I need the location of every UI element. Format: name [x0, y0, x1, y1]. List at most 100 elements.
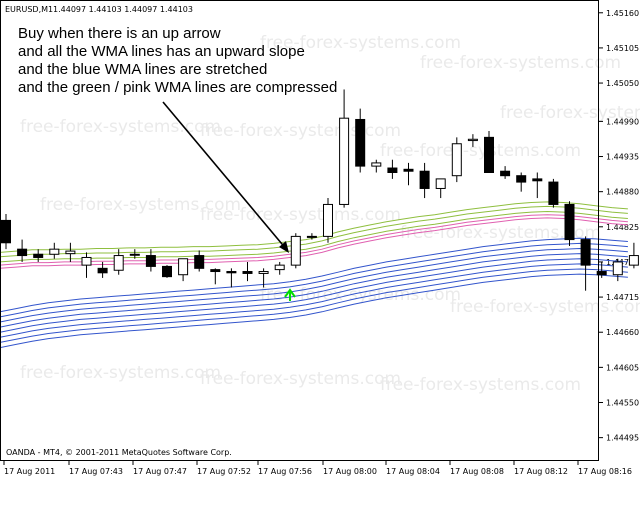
- candle: [226, 268, 237, 288]
- price-tick-label: 1.44935: [606, 153, 639, 162]
- watermark-text: free-forex-systems.com: [200, 121, 401, 141]
- annotation-line-3: and the blue WMA lines are stretched: [18, 61, 267, 78]
- price-tick-label: 1.45160: [606, 9, 639, 18]
- candle: [467, 134, 478, 147]
- candle: [387, 159, 398, 179]
- watermark-text: free-forex-systems.com: [450, 297, 640, 317]
- time-tick-label: 17 Aug 07:52: [197, 467, 251, 476]
- candle: [419, 162, 430, 199]
- wma-lines: [0, 201, 628, 349]
- annotation-line-4: and the green / pink WMA lines are compr…: [18, 79, 337, 96]
- candle: [258, 268, 269, 288]
- time-tick-label: 17 Aug 08:04: [386, 467, 440, 476]
- time-tick-label: 17 Aug 08:00: [323, 467, 377, 476]
- candle: [210, 268, 221, 285]
- symbol-label: EURUSD,M1: [5, 5, 53, 14]
- price-tick-label: 1.45105: [606, 44, 639, 53]
- wma-line-blue: [0, 253, 628, 328]
- time-tick-label: 17 Aug 07:47: [133, 467, 187, 476]
- time-tick-label: 17 Aug 08:12: [514, 467, 568, 476]
- candle: [306, 233, 317, 240]
- price-tick-label: 1.44495: [606, 434, 639, 443]
- candle: [49, 242, 60, 259]
- candle: [484, 130, 494, 174]
- candle: [274, 261, 285, 275]
- wma-line-blue: [0, 237, 628, 313]
- watermark-layer: free-forex-systems.comfree-forex-systems…: [20, 33, 640, 395]
- candle: [81, 252, 92, 278]
- candle: [65, 242, 76, 262]
- price-tick-label: 1.44605: [606, 363, 639, 372]
- price-tick-label: 1.44660: [606, 328, 639, 337]
- candle: [371, 159, 382, 173]
- annotation-line-1: Buy when there is an up arrow: [18, 25, 221, 42]
- time-tick-label: 17 Aug 08:08: [450, 467, 504, 476]
- wma-line-blue: [0, 242, 628, 318]
- annotation-line-2: and all the WMA lines has an upward slop…: [18, 43, 305, 60]
- candle: [162, 265, 172, 278]
- time-tick-label: 17 Aug 2011: [4, 467, 55, 476]
- price-tick-label: 1.44825: [606, 223, 639, 232]
- candle: [612, 258, 623, 282]
- wma-line-blue: [0, 268, 628, 343]
- price-tick-label: 1.44715: [606, 293, 639, 302]
- watermark-text: free-forex-systems.com: [420, 53, 621, 73]
- candle: [145, 249, 156, 272]
- watermark-text: free-forex-systems.com: [20, 117, 221, 137]
- watermark-text: free-forex-systems.com: [200, 205, 401, 225]
- watermark-text: free-forex-systems.com: [380, 375, 581, 395]
- candle: [355, 108, 366, 173]
- watermark-text: free-forex-systems.com: [260, 285, 461, 305]
- watermark-text: free-forex-systems.com: [500, 103, 640, 123]
- candle: [403, 162, 414, 186]
- candle: [500, 166, 511, 179]
- copyright-text: OANDA - MT4, © 2001-2011 MetaQuotes Soft…: [6, 448, 232, 457]
- price-tick-label: 1.44880: [606, 188, 639, 197]
- plot-frame: [0, 0, 599, 461]
- wma-line-green: [0, 205, 628, 258]
- candle: [516, 172, 527, 192]
- candle: [194, 250, 205, 272]
- candle: [532, 172, 543, 199]
- watermark-text: free-forex-systems.com: [20, 363, 221, 383]
- candle: [33, 249, 44, 262]
- candle: [178, 258, 189, 282]
- candle: [290, 233, 301, 269]
- price-tick-label: 1.45050: [606, 79, 639, 88]
- wma-line-pink: [0, 217, 628, 269]
- wma-line-green: [0, 201, 628, 253]
- buy-arrow-icon: [284, 288, 296, 301]
- ohlc-readout: 1.44097 1.44103 1.44097 1.44103: [53, 5, 193, 14]
- candle: [451, 137, 462, 183]
- candle: [580, 236, 591, 291]
- time-tick-label: 17 Aug 07:43: [69, 467, 123, 476]
- watermark-text: free-forex-systems.com: [380, 141, 581, 161]
- candle: [628, 242, 639, 269]
- candle: [596, 261, 607, 278]
- candle: [323, 198, 333, 243]
- wma-line-blue: [0, 263, 628, 338]
- annotation-arrow: [162, 101, 289, 253]
- candles: [1, 89, 639, 291]
- watermark-text: free-forex-systems.com: [260, 33, 461, 53]
- watermark-text: free-forex-systems.com: [200, 369, 401, 389]
- time-tick-label: 17 Aug 07:56: [258, 467, 312, 476]
- candle: [548, 178, 559, 208]
- time-tick-label: 17 Aug 08:16: [578, 467, 632, 476]
- watermark-text: free-forex-systems.com: [40, 195, 241, 215]
- wma-line-blue: [0, 247, 628, 323]
- candle: [129, 249, 140, 259]
- time-axis: 17 Aug 2011 17 Aug 07:43 17 Aug 07:47 17 Au…: [3, 460, 632, 476]
- candle: [435, 178, 446, 199]
- price-tick-label: 1.44990: [606, 117, 639, 126]
- wma-line-blue: [0, 258, 628, 333]
- candle: [113, 249, 124, 275]
- candle: [564, 201, 575, 246]
- wma-line-pink: [0, 214, 628, 266]
- candle: [97, 261, 108, 278]
- candle: [242, 261, 253, 282]
- candle: [17, 239, 28, 262]
- candle: [339, 89, 350, 208]
- price-tick-label: 1.44550: [606, 399, 639, 408]
